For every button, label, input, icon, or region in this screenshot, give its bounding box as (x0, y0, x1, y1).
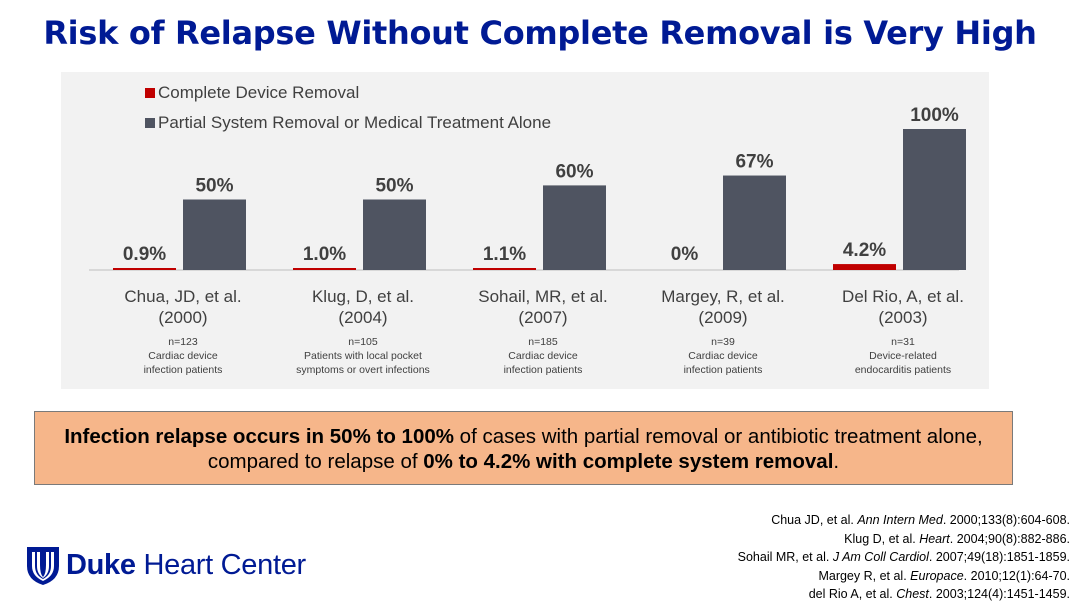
category-desc-label: Device-related (869, 350, 937, 362)
bar-chart: Complete Device Removal Partial System Re… (89, 83, 966, 376)
callout-text-1: of cases with partial removal or antibio… (207, 425, 983, 473)
category-author-label: Sohail, MR, et al. (478, 287, 607, 306)
category-n-label: n=123 (168, 336, 198, 348)
category-year-label: (2003) (878, 308, 927, 327)
category-desc-label: Cardiac device (148, 350, 218, 362)
reference-item: Sohail MR, et al. J Am Coll Cardiol. 200… (737, 550, 1070, 565)
duke-shield-logo-icon (27, 547, 59, 585)
category-desc-label: infection patients (504, 364, 583, 376)
bar-partial-removal (183, 199, 246, 270)
legend-label: Partial System Removal or Medical Treatm… (158, 113, 551, 132)
category-n-label: n=39 (711, 336, 735, 348)
bar-complete-removal (293, 268, 356, 270)
reference-item: del Rio A, et al. Chest. 2003;124(4):145… (808, 587, 1070, 602)
data-label-partial: 60% (555, 161, 593, 182)
category-desc-label: infection patients (144, 364, 223, 376)
reference-item: Klug D, et al. Heart. 2004;90(8):882-886… (844, 531, 1070, 546)
legend-label: Complete Device Removal (158, 83, 359, 102)
data-label-complete: 1.1% (483, 244, 526, 265)
bar-complete-removal (473, 268, 536, 270)
bar-partial-removal (723, 175, 786, 270)
category-author-label: Margey, R, et al. (661, 287, 784, 306)
category-year-label: (2009) (698, 308, 747, 327)
bar-complete-removal (833, 264, 896, 270)
category-desc-label: infection patients (684, 364, 763, 376)
key-finding-callout: Infection relapse occurs in 50% to 100% … (34, 411, 1013, 485)
reference-item: Margey R, et al. Europace. 2010;12(1):64… (818, 568, 1070, 583)
reference-item: Chua JD, et al. Ann Intern Med. 2000;133… (771, 513, 1070, 527)
category-desc-label: Cardiac device (508, 350, 578, 362)
callout-text-2: . (833, 450, 840, 473)
bar-complete-removal (113, 268, 176, 270)
category-n-label: n=185 (528, 336, 558, 348)
category-author-label: Del Rio, A, et al. (842, 287, 964, 306)
data-label-partial: 50% (375, 176, 413, 197)
legend-swatch (145, 118, 155, 128)
data-label-complete: 4.2% (843, 240, 886, 261)
category-year-label: (2000) (158, 308, 207, 327)
chart-panel: Complete Device Removal Partial System Re… (61, 72, 989, 389)
category-desc-label: Cardiac device (688, 350, 758, 362)
legend-swatch (145, 88, 155, 98)
callout-bold-2: 0% to 4.2% with complete system removal (423, 450, 834, 473)
category-desc-label: endocarditis patients (855, 364, 951, 376)
category-desc-label: Patients with local pocket (304, 350, 422, 362)
data-label-complete: 0.9% (123, 244, 166, 265)
bar-partial-removal (543, 185, 606, 270)
references-list: Chua JD, et al. Ann Intern Med. 2000;133… (550, 511, 1070, 604)
data-label-partial: 50% (195, 176, 233, 197)
data-label-complete: 1.0% (303, 244, 346, 265)
category-n-label: n=31 (891, 336, 915, 348)
category-n-label: n=105 (348, 336, 378, 348)
category-author-label: Klug, D, et al. (312, 287, 414, 306)
duke-heart-center-logo: Duke Heart Center (26, 544, 306, 586)
category-author-label: Chua, JD, et al. (124, 287, 241, 306)
slide-title: Risk of Relapse Without Complete Removal… (43, 14, 1037, 52)
callout-bold-1: Infection relapse occurs in 50% to 100% (64, 425, 454, 448)
category-desc-label: symptoms or overt infections (296, 364, 430, 376)
logo-text: Duke Heart Center (66, 548, 306, 581)
bar-partial-removal (363, 199, 426, 270)
category-year-label: (2007) (518, 308, 567, 327)
category-year-label: (2004) (338, 308, 387, 327)
bar-partial-removal (903, 129, 966, 270)
data-label-complete: 0% (671, 244, 699, 265)
data-label-partial: 67% (735, 152, 773, 173)
data-label-partial: 100% (910, 105, 959, 126)
